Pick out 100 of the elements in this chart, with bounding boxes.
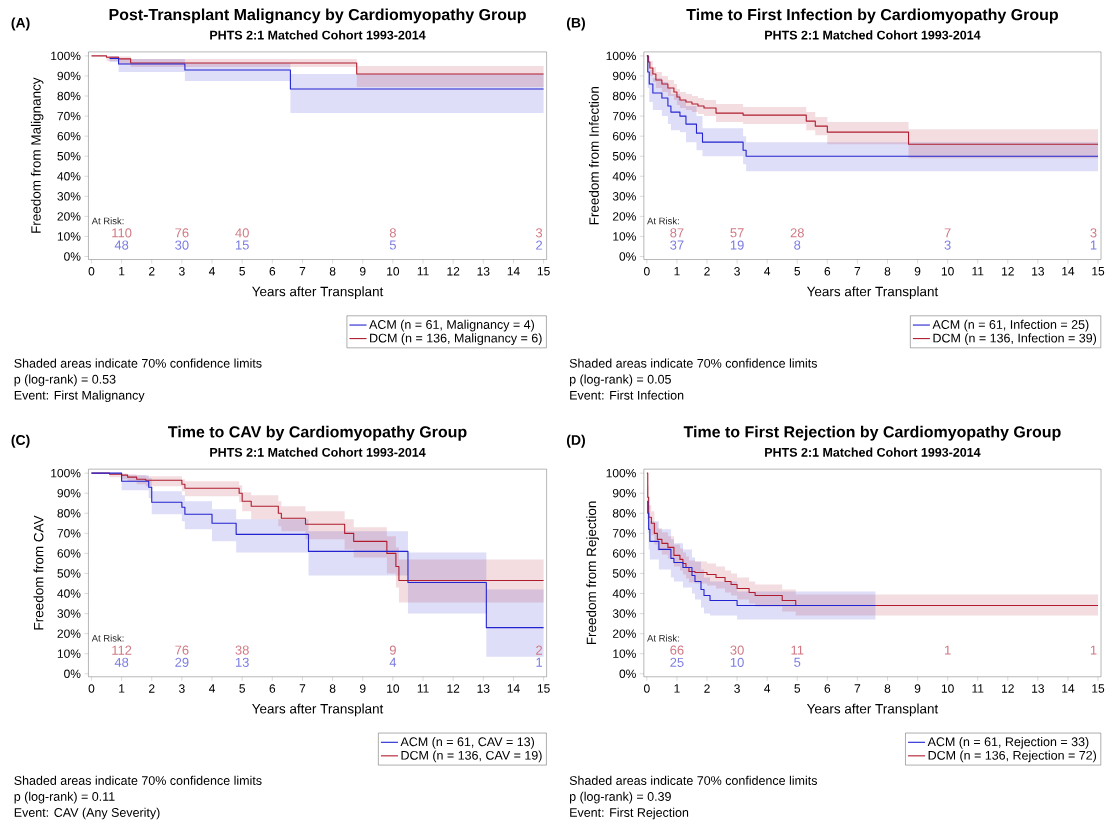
y-tick-label: 20% [57, 629, 81, 639]
y-tick-label: 30% [57, 192, 81, 201]
y-tick-label: 60% [57, 549, 81, 558]
annotation: At Risk: [91, 634, 124, 642]
chart-title: Post-Transplant Malignancy by Cardiomyopathy Group [109, 8, 526, 24]
text: Event: First Infection [570, 390, 684, 400]
x-tick-label: 11 [972, 267, 984, 276]
annotation: 1 [1090, 240, 1097, 250]
y-tick-label: 10% [613, 232, 636, 241]
text: p (log-rank) = 0.05 [569, 374, 671, 387]
x-tick-label: 0 [643, 267, 650, 276]
x-tick-label: 12 [1002, 684, 1014, 693]
x-tick-label: 10 [387, 267, 400, 276]
text: (A) [11, 17, 30, 31]
y-tick-label: 30% [612, 192, 636, 201]
chart-title: Time to CAV by Cardiomyopathy Group [168, 426, 467, 441]
x-tick-label: 2 [149, 267, 155, 276]
text: Event: First Malignancy [14, 390, 145, 403]
annotation: 7 [944, 228, 951, 238]
legend-label: DCM (n = 136, Rejection = 72) [928, 750, 1097, 763]
y-axis-title: Freedom from Malignancy [30, 77, 44, 234]
annotation: 110 [112, 228, 132, 238]
annotation: 87 [670, 228, 684, 238]
chart-subtitle: PHTS 2:1 Matched Cohort 1993-2014 [765, 30, 981, 40]
y-tick-label: 100% [51, 51, 81, 61]
x-tick-label: 13 [477, 684, 490, 693]
x-tick-label: 6 [824, 684, 831, 693]
y-tick-label: 90% [57, 71, 81, 81]
y-tick-label: 50% [57, 152, 81, 161]
annotation: 37 [670, 240, 684, 250]
x-tick-label: 2 [704, 684, 710, 693]
chart-title: Time to First Infection by Cardiomyopathy Group [686, 8, 1058, 24]
x-tick-label: 10 [941, 684, 954, 693]
annotation: 48 [114, 657, 129, 668]
x-tick-label: 14 [1062, 267, 1075, 276]
annotation: 1 [1090, 645, 1097, 655]
x-tick-label: 8 [884, 267, 891, 276]
annotation: 57 [730, 228, 744, 238]
x-tick-label: 7 [299, 684, 306, 693]
y-tick-label: 60% [612, 132, 636, 141]
chart-title: Time to First Rejection by Cardiomyopathy Group [683, 426, 1061, 441]
y-tick-label: 10% [613, 649, 636, 659]
x-tick-label: 9 [914, 684, 921, 693]
x-tick-label: 1 [119, 684, 125, 693]
y-tick-label: 80% [612, 92, 636, 101]
x-tick-label: 8 [329, 684, 336, 693]
x-tick-label: 5 [794, 267, 801, 276]
annotation: 1 [945, 645, 951, 655]
y-tick-label: 40% [57, 589, 81, 598]
text: p (log-rank) = 0.53 [14, 374, 116, 387]
x-tick-label: 8 [884, 684, 891, 693]
x-tick-label: 11 [417, 267, 429, 276]
annotation: 3 [944, 240, 951, 250]
x-axis-title: Years after Transplant [252, 286, 384, 300]
y-tick-label: 50% [612, 569, 636, 578]
y-tick-label: 70% [612, 112, 636, 121]
x-axis-title: Years after Transplant [806, 703, 939, 717]
annotation: 2 [536, 240, 543, 250]
x-tick-label: 6 [824, 267, 831, 276]
x-tick-label: 15 [537, 267, 550, 276]
annotation: 5 [389, 240, 396, 250]
y-tick-label: 30% [612, 609, 636, 619]
annotation: At Risk: [647, 217, 679, 225]
annotation: 66 [670, 645, 684, 655]
y-tick-label: 0% [619, 252, 636, 261]
x-tick-label: 4 [208, 267, 216, 276]
text: p (log-rank) = 0.11 [14, 792, 115, 804]
legend-label: DCM (n = 136, CAV = 19) [401, 750, 542, 763]
y-tick-label: 0% [64, 669, 81, 679]
annotation: 29 [175, 657, 189, 668]
legend-label: ACM (n = 61, Rejection = 33) [927, 737, 1089, 749]
x-axis-title: Years after Transplant [806, 286, 939, 300]
x-tick-label: 9 [914, 267, 921, 276]
x-tick-label: 2 [149, 684, 155, 693]
y-tick-label: 20% [57, 212, 81, 221]
x-tick-label: 13 [477, 267, 490, 276]
text: (D) [566, 434, 585, 448]
y-tick-label: 90% [612, 489, 636, 498]
x-tick-label: 7 [854, 267, 861, 276]
x-tick-label: 5 [239, 267, 245, 276]
x-tick-label: 5 [794, 684, 801, 693]
text: (C) [11, 434, 30, 448]
legend-label: ACM (n = 61, CAV = 13) [400, 737, 534, 749]
x-tick-label: 2 [704, 267, 710, 276]
y-tick-label: 40% [57, 172, 81, 181]
y-tick-label: 0% [619, 669, 636, 679]
y-tick-label: 0% [64, 252, 81, 261]
x-tick-label: 12 [447, 684, 460, 693]
x-tick-label: 0 [88, 684, 95, 693]
y-tick-label: 40% [612, 172, 636, 181]
text: Event: CAV (Any Severity) [14, 807, 160, 820]
annotation: 30 [175, 240, 189, 250]
y-tick-label: 60% [57, 132, 81, 141]
y-tick-label: 80% [57, 509, 81, 518]
y-tick-label: 10% [57, 232, 81, 241]
x-tick-label: 1 [119, 267, 125, 276]
legend-label: DCM (n = 136, Infection = 39) [933, 333, 1097, 346]
x-tick-label: 0 [88, 267, 95, 276]
annotation: 1 [536, 658, 543, 668]
annotation: 112 [112, 645, 132, 655]
